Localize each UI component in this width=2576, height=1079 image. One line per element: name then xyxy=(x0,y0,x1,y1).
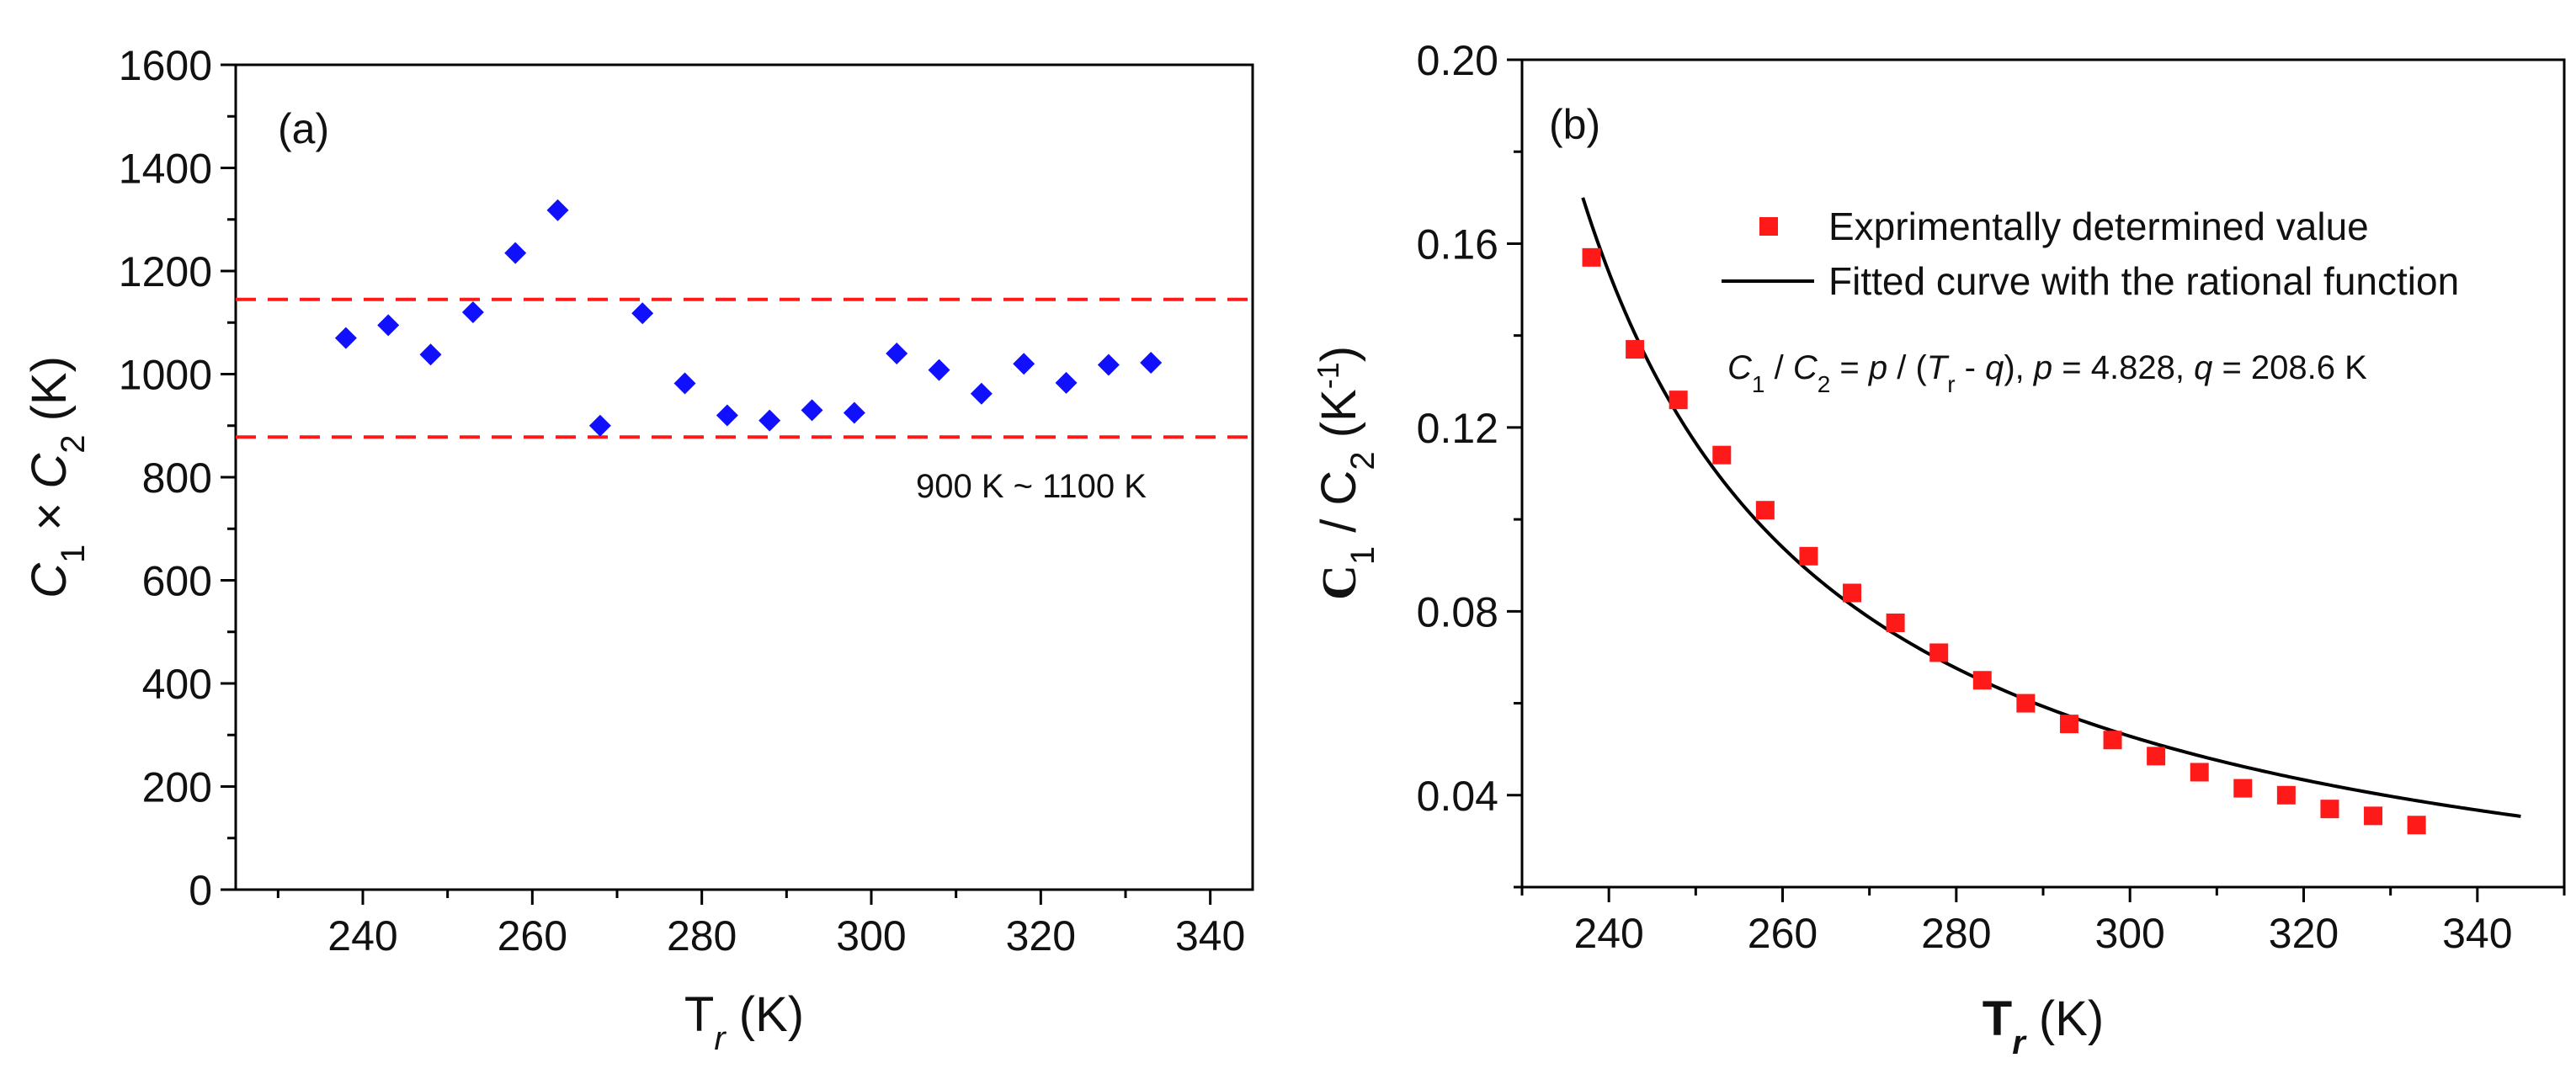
data-point-diamond xyxy=(588,414,611,437)
x-tick-label: 320 xyxy=(2269,910,2339,957)
data-point-diamond xyxy=(886,343,908,364)
data-point-square xyxy=(1886,613,1905,632)
reference-lines-a xyxy=(236,297,1253,439)
panel-a: 240 260 280 300 320 340 0 200 400 600 800 1000 1200 1… xyxy=(22,42,1254,1057)
legend-label-experimental: Exprimentally determined value xyxy=(1828,205,2369,248)
data-point-square xyxy=(1712,445,1732,465)
y-tick-label: 600 xyxy=(142,558,212,605)
data-point-diamond xyxy=(928,359,950,381)
data-point-diamond xyxy=(1055,371,1078,394)
x-axis-label-a: Tr (K) xyxy=(684,987,804,1057)
x-tick-label: 240 xyxy=(327,912,397,959)
y-tick-label: 0 xyxy=(189,867,212,914)
x-tick-label: 240 xyxy=(1573,910,1643,957)
y-tick-label: 0.16 xyxy=(1417,221,1498,268)
y-tick-label: 200 xyxy=(142,764,212,811)
y-axis-label-b: C1 / C2 (K-1) xyxy=(1311,346,1382,600)
data-point-diamond xyxy=(1097,353,1120,376)
y-axis-label-a: C1 × C2 (K) xyxy=(22,356,92,598)
x-tick-label: 280 xyxy=(667,912,737,959)
y-tick-label: 1000 xyxy=(119,352,212,399)
panel-label-a: (a) xyxy=(278,105,329,152)
x-tick-label: 300 xyxy=(2094,910,2164,957)
legend-label-fitted: Fitted curve with the rational function xyxy=(1828,259,2459,303)
y-tick-label: 0.12 xyxy=(1417,405,1498,452)
data-points-b xyxy=(1582,247,2426,835)
panel-label-b: (b) xyxy=(1549,101,1600,148)
y-tick-label: 400 xyxy=(142,661,212,708)
data-point-diamond xyxy=(546,199,569,221)
x-tick-label: 340 xyxy=(1175,912,1245,959)
data-point-square xyxy=(2059,715,2078,734)
data-point-square xyxy=(1929,643,1949,662)
data-points-a xyxy=(334,199,1163,437)
data-point-diamond xyxy=(377,314,400,337)
data-point-diamond xyxy=(461,301,484,323)
data-point-square xyxy=(2233,779,2253,798)
data-point-square xyxy=(2147,747,2166,766)
x-tick-label: 320 xyxy=(1006,912,1076,959)
fit-equation: C1 / C2 = p / (Tr - q), p = 4.828, q = 2… xyxy=(1727,349,2367,397)
x-tick-label: 260 xyxy=(498,912,567,959)
data-point-diamond xyxy=(843,401,865,424)
data-point-diamond xyxy=(716,404,738,427)
ticks-b: 240 260 280 300 320 340 0.04 0.08 0.12 0.16 0.20 xyxy=(1417,37,2566,957)
legend-marker-square xyxy=(1759,217,1778,236)
legend: Exprimentally determined value Fitted cu… xyxy=(1722,205,2459,303)
plot-frame-b xyxy=(1520,58,2566,889)
y-tick-label: 0.08 xyxy=(1417,588,1498,635)
data-point-square xyxy=(1843,583,1862,603)
data-point-diamond xyxy=(504,242,527,264)
data-point-square xyxy=(2407,816,2426,835)
annotation-range: 900 K ~ 1100 K xyxy=(916,468,1147,505)
x-tick-label: 260 xyxy=(1748,910,1818,957)
y-tick-label: 1600 xyxy=(119,42,212,89)
x-tick-label: 280 xyxy=(1921,910,1991,957)
data-point-diamond xyxy=(1013,353,1035,375)
ticks-a: 240 260 280 300 320 340 0 200 400 600 800 1000 1200 1… xyxy=(119,42,1246,959)
data-point-square xyxy=(1626,340,1645,359)
fitted-curve xyxy=(1581,197,2521,818)
x-tick-label: 340 xyxy=(2442,910,2512,957)
y-tick-label: 1400 xyxy=(119,146,212,193)
data-point-square xyxy=(1799,546,1818,566)
y-tick-label: 0.20 xyxy=(1417,37,1498,84)
data-point-diamond xyxy=(970,382,993,405)
data-point-square xyxy=(2103,731,2122,750)
data-point-square xyxy=(2190,763,2209,782)
data-point-square xyxy=(1972,671,1992,690)
data-point-square xyxy=(2320,800,2339,819)
y-tick-label: 1200 xyxy=(119,248,212,295)
data-point-square xyxy=(2364,806,2383,826)
x-tick-label: 300 xyxy=(836,912,906,959)
data-point-square xyxy=(2276,785,2296,805)
data-point-square xyxy=(1755,501,1775,520)
data-point-diamond xyxy=(1140,352,1163,375)
y-tick-label: 800 xyxy=(142,454,212,502)
panel-b: 240 260 280 300 320 340 0.04 0.08 0.12 0.16 0.20 (… xyxy=(1311,37,2566,1061)
data-point-diamond xyxy=(419,343,442,366)
fitted-curve-line xyxy=(1581,197,2521,818)
x-axis-label-b: Tr (K) xyxy=(1983,991,2104,1061)
data-point-square xyxy=(2016,694,2036,713)
data-point-diamond xyxy=(631,302,654,325)
data-point-diamond xyxy=(673,372,696,395)
data-point-diamond xyxy=(758,409,781,432)
y-tick-label: 0.04 xyxy=(1417,773,1498,820)
data-point-diamond xyxy=(334,327,357,349)
data-point-square xyxy=(1669,391,1688,410)
data-point-square xyxy=(1582,247,1601,267)
data-point-diamond xyxy=(801,399,823,422)
